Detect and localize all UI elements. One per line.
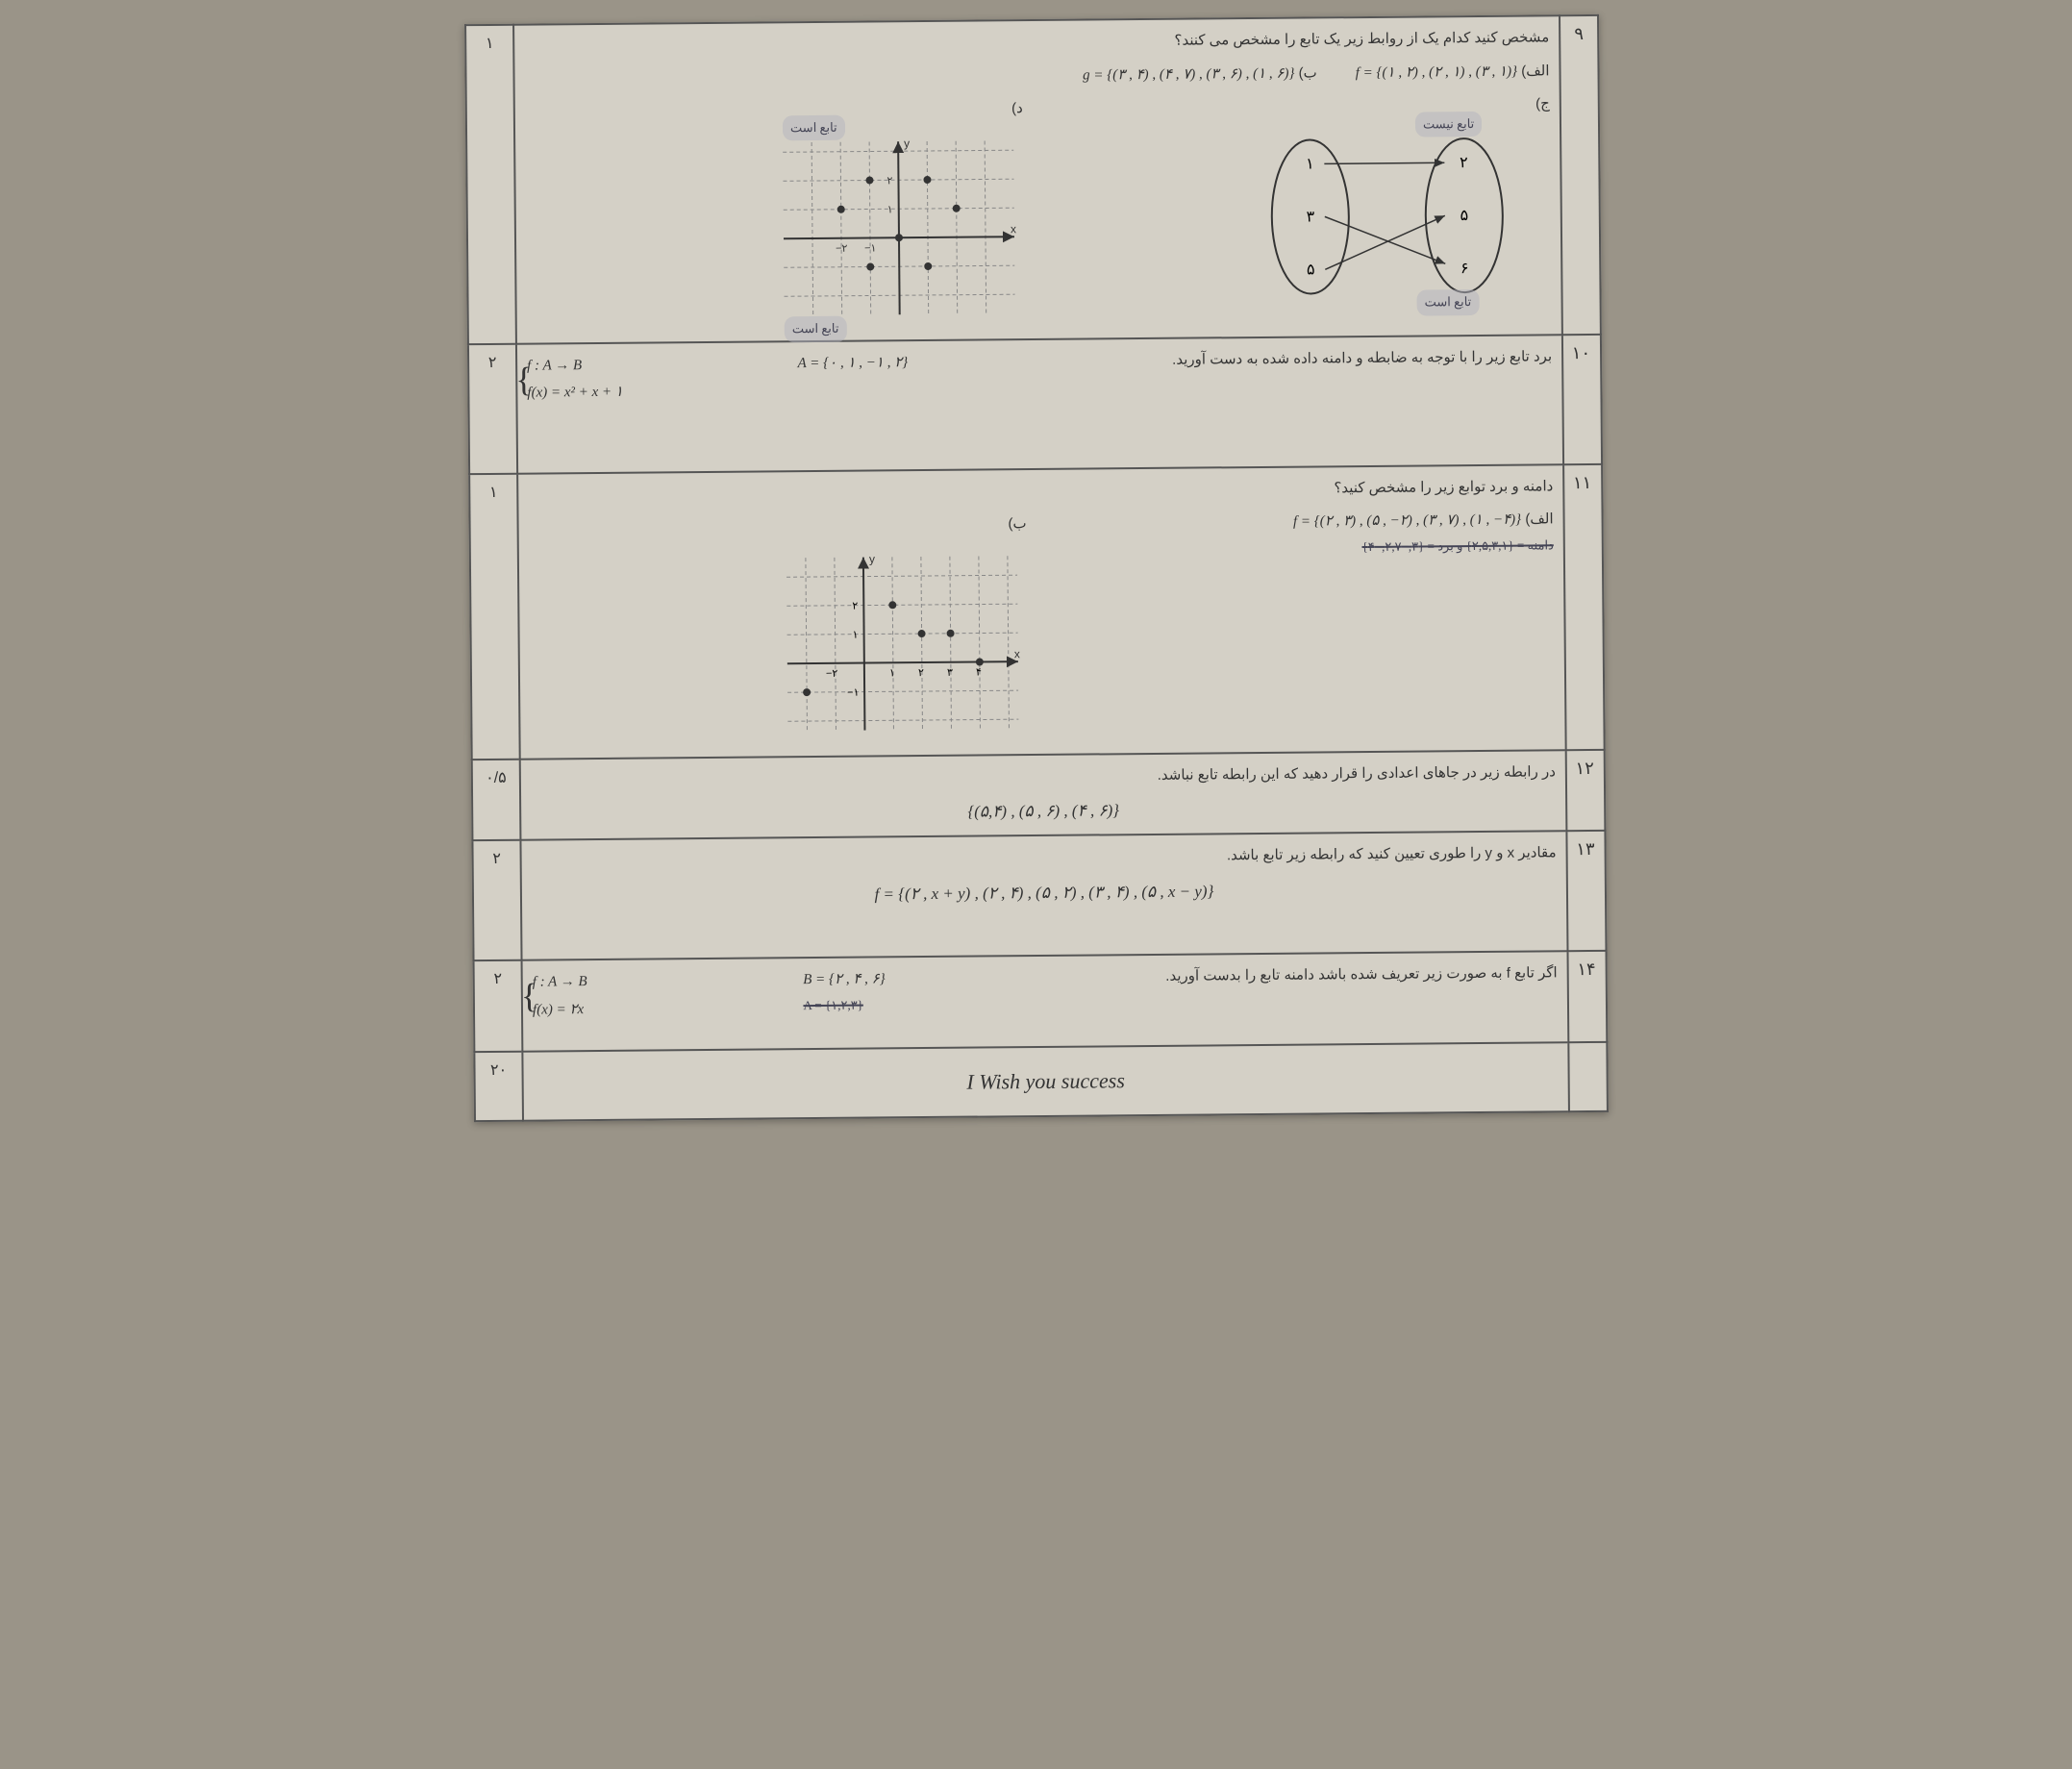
q9-b-math: g = {(۳ , ۴) , (۴ , ۷) , (۳ , ۶) , (۱ , … [1083,60,1295,88]
svg-text:y: y [868,552,874,565]
svg-text:−۱: −۱ [847,686,859,698]
q14-rule1: f : A → B [532,968,587,996]
svg-text:۲: ۲ [1459,155,1467,171]
q11-hand1: دامنه = {۲,۵,۳,۱} و برد = {۳,−۲,۷,−۴} [1055,534,1553,561]
q9-opt-b: ب) g = {(۳ , ۴) , (۴ , ۷) , (۳ , ۶) , (۱… [1083,60,1317,89]
q10-rule2: f(x) = x² + x + ۱ [527,379,623,407]
svg-text:۱: ۱ [1305,156,1313,172]
q9-hand-bot: تابع است [1416,289,1479,315]
q13-content: مقادیر x و y را طوری تعیین کنید که رابطه… [520,831,1567,959]
q13-num: ۱۳ [1566,831,1606,951]
q9-d-col: د) x y −۱ − [524,95,1024,335]
row-q13: ۱۳ مقادیر x و y را طوری تعیین کنید که را… [472,831,1606,960]
svg-text:۲: ۲ [852,600,858,611]
svg-text:۵: ۵ [1460,208,1468,224]
svg-text:−۱: −۱ [864,242,876,254]
wish-text: I Wish you success [533,1051,1558,1111]
q9-content: مشخص کنید کدام یک از روابط زیر یک تابع ر… [513,15,1562,343]
total-score: ۲۰ [474,1052,523,1121]
q9-hand-d2: تابع است [784,316,846,342]
svg-text:۵: ۵ [1306,262,1314,278]
exam-table: ۹ مشخص کنید کدام یک از روابط زیر یک تابع… [464,14,1609,1122]
q14-score: ۲ [473,960,522,1052]
footer-num [1568,1042,1608,1111]
svg-text:۱: ۱ [886,204,892,215]
q9-c-col: ج) ۱ ۳ ۵ ۲ ۵ ۶ تابع نیست تابع است [1051,90,1551,314]
q14-rule2: f(x) = ۲x [532,996,583,1024]
svg-text:−۲: −۲ [825,667,837,679]
q13-score: ۲ [472,840,521,960]
q9-hand-d1: تابع است [782,114,844,140]
row-q14: ۱۴ اگر تابع f به صورت زیر تعریف شده باشد… [473,951,1607,1052]
q10-rule: f : A → B f(x) = x² + x + ۱ [527,351,637,407]
q9-d-lbl: د) [524,95,1022,127]
q10-text: برد تابع زیر را با توجه به ضابطه و دامنه… [1067,343,1551,375]
q13-text: مقادیر x و y را طوری تعیین کنید که رابطه… [531,840,1556,877]
q10-domain: A = {۰ , ۱ , −۱ , ۲} [797,349,908,377]
q11-b-lbl: ب) [528,511,1026,542]
svg-text:y: y [904,137,910,150]
q13-rel: f = {(۲ , x + y) , (۲ , ۴) , (۵ , ۲) , (… [874,876,1213,909]
q10-num: ۱۰ [1561,334,1601,463]
svg-text:۳: ۳ [946,666,952,678]
q9-mapping-diagram: ۱ ۳ ۵ ۲ ۵ ۶ تابع نیست تابع است [1241,118,1551,313]
q9-hand-top: تابع نیست [1414,111,1482,137]
q12-score: ۰/۵ [471,759,520,840]
q9-graph: x y −۱ −۲ ۱ ۲ تابع است تابع است [773,131,1025,325]
svg-text:x: x [1010,222,1015,236]
q9-opts-ab: الف) f = {(۱ , ۲) , (۲ , ۱) , (۳ , ۱)} ب… [524,58,1549,94]
q14-content: اگر تابع f به صورت زیر تعریف شده باشد دا… [521,951,1568,1051]
svg-text:۴: ۴ [975,666,981,678]
q10-content: برد تابع زیر را با توجه به ضابطه و دامنه… [515,335,1562,473]
q11-content: دامنه و برد توابع زیر را مشخص کنید؟ الف)… [517,464,1566,759]
q14-text: اگر تابع f به صورت زیر تعریف شده باشد دا… [1073,959,1557,991]
q10-score: ۲ [467,343,516,473]
q12-content: در رابطه زیر در جاهای اعدادی را قرار دهی… [519,750,1566,840]
q9-text: مشخص کنید کدام یک از روابط زیر یک تابع ر… [524,24,1549,61]
q11-a-lbl: الف) [1525,511,1553,527]
svg-text:۱: ۱ [888,667,894,679]
q11-b-col: ب) x y ۱ [528,511,1028,750]
q12-num: ۱۲ [1565,749,1605,831]
exam-page: ۹ مشخص کنید کدام یک از روابط زیر یک تابع… [464,14,1609,1122]
row-footer: I Wish you success ۲۰ [474,1042,1608,1121]
q14-B: B = {۲ , ۴ , ۶} [803,965,886,993]
q12-rel: {(۵,۴) , (۵ , ۶) , (۴ , ۶)} [967,795,1119,828]
row-q12: ۱۲ در رابطه زیر در جاهای اعدادی را قرار … [471,749,1605,840]
q14-rule: f : A → B f(x) = ۲x [532,968,600,1024]
q9-a-math: f = {(۱ , ۲) , (۲ , ۱) , (۳ , ۱)} [1355,58,1517,87]
svg-text:۲: ۲ [917,667,923,679]
svg-text:x: x [1013,647,1019,660]
svg-text:۱: ۱ [852,629,858,640]
q11-graph: x y ۱ ۲ ۳ ۴ −۲ ۱ ۲ −۱ [776,546,1028,740]
row-q9: ۹ مشخص کنید کدام یک از روابط زیر یک تابع… [465,15,1601,344]
footer-content: I Wish you success [522,1042,1569,1120]
q11-text: دامنه و برد توابع زیر را مشخص کنید؟ [528,473,1553,510]
svg-text:۲: ۲ [886,175,892,187]
q11-num: ۱۱ [1563,463,1605,749]
svg-text:۶: ۶ [1460,261,1468,277]
q9-num: ۹ [1560,15,1601,335]
q9-score: ۱ [465,25,516,344]
q11-a-col: الف) f = {(۲ , ۳) , (۵ , −۲) , (۳ , ۷) ,… [1055,506,1553,561]
svg-text:−۲: −۲ [836,242,848,254]
row-q10: ۱۰ برد تابع زیر را با توجه به ضابطه و دا… [467,334,1601,473]
q10-rule1: f : A → B [527,352,582,380]
svg-text:۳: ۳ [1306,209,1314,225]
q12-text: در رابطه زیر در جاهای اعدادی را قرار دهی… [530,759,1555,795]
q14-num: ۱۴ [1567,951,1607,1042]
row-q11: ۱۱ دامنه و برد توابع زیر را مشخص کنید؟ ا… [469,463,1605,759]
q9-a-lbl: الف) [1521,62,1549,79]
q9-opts-cd: ج) ۱ ۳ ۵ ۲ ۵ ۶ تابع نیست تابع است [524,90,1551,335]
q11-a-math: f = {(۲ , ۳) , (۵ , −۲) , (۳ , ۷) , (۱ ,… [1292,507,1520,536]
q14-hand: A = {۱,۲,۳} [803,992,1045,1018]
q9-b-lbl: ب) [1298,64,1316,81]
q9-opt-a: الف) f = {(۱ , ۲) , (۲ , ۱) , (۳ , ۱)} [1355,58,1549,87]
q11-score: ۱ [469,473,520,759]
